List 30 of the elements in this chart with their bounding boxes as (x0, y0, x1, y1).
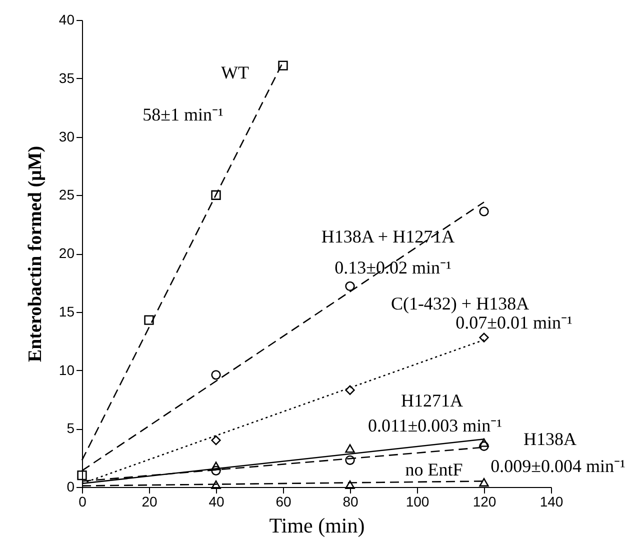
y-tick-label: 35 (58, 70, 75, 86)
annotation: 0.011±0.003 min⁻¹ (368, 416, 502, 436)
x-tick-label: 100 (406, 494, 430, 510)
y-tick-label: 30 (58, 128, 75, 144)
series-label: H1271A (401, 390, 463, 411)
y-axis-title: Enterobactin formed (μM) (24, 146, 46, 362)
x-axis-title: Time (min) (269, 514, 365, 538)
series-label: no EntF (405, 459, 463, 480)
text: C(1-432) + H138A (390, 294, 530, 314)
y-tick-label: 20 (58, 245, 75, 261)
y-tick-label: 0 (66, 478, 75, 494)
x-tick-label: 120 (472, 494, 496, 510)
annotation: 0.07±0.01 min⁻¹ (456, 312, 572, 333)
y-tick-label: 25 (58, 186, 75, 203)
annotation: 58±1 min⁻¹ (142, 104, 224, 125)
x-tick-label: 0 (78, 494, 87, 510)
x-tick-label: 40 (208, 494, 224, 510)
y-tick-label: 15 (58, 303, 75, 320)
x-tick-label: 140 (540, 494, 564, 510)
x-tick-label: 60 (276, 494, 292, 510)
series-label: WT (221, 62, 249, 83)
annotation: 0.009±0.004 min⁻¹ (490, 456, 626, 476)
series-label: H138A (524, 429, 576, 450)
y-tick-label: 10 (58, 362, 75, 378)
annotation: 0.13±0.02 min⁻¹ (334, 257, 452, 278)
x-tick-label: 80 (342, 494, 358, 510)
x-tick-label: 20 (142, 494, 158, 510)
y-tick-label: 40 (58, 12, 75, 28)
series-label: H138A + H1271A (321, 226, 455, 246)
y-tick-label: 5 (66, 420, 75, 436)
